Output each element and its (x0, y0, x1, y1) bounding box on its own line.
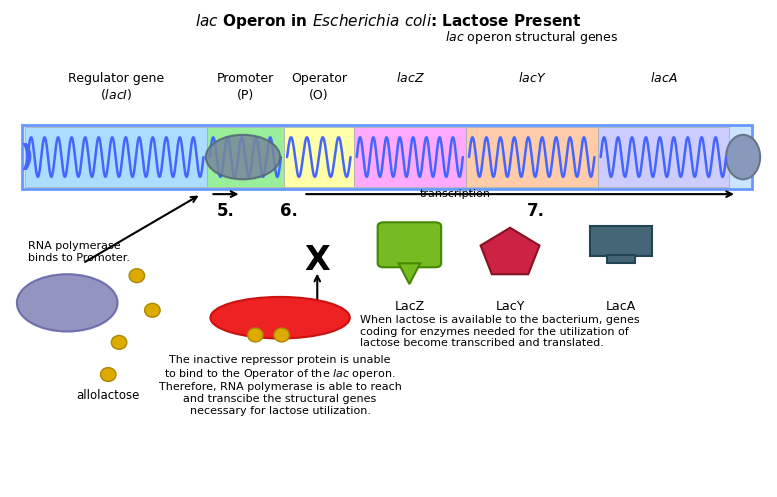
Text: LacZ: LacZ (394, 300, 424, 314)
Ellipse shape (211, 297, 350, 338)
Bar (25, 127, 207, 187)
Ellipse shape (129, 269, 145, 283)
Text: (O): (O) (309, 89, 329, 102)
Bar (284, 127, 354, 187)
Text: RNA polymerase
binds to Promoter.: RNA polymerase binds to Promoter. (29, 241, 131, 263)
Text: Regulator gene: Regulator gene (68, 73, 164, 85)
Text: allolactose: allolactose (77, 389, 140, 403)
Text: 5.: 5. (217, 202, 235, 220)
Text: transcription: transcription (420, 189, 490, 199)
Polygon shape (481, 228, 539, 274)
Text: ): ) (19, 143, 33, 171)
Text: LacY: LacY (496, 300, 524, 314)
Ellipse shape (274, 328, 289, 342)
Ellipse shape (145, 303, 160, 317)
Bar (354, 127, 466, 187)
Text: Operator: Operator (291, 73, 347, 85)
Ellipse shape (206, 135, 280, 179)
Text: $\mathit{lacA}$: $\mathit{lacA}$ (650, 72, 678, 85)
Bar (22, 125, 751, 189)
Text: LacA: LacA (605, 300, 636, 314)
Bar (466, 127, 598, 187)
Text: When lactose is available to the bacterium, genes
coding for enzymes needed for : When lactose is available to the bacteri… (360, 315, 639, 348)
Ellipse shape (100, 368, 116, 381)
Text: Promoter: Promoter (217, 73, 274, 85)
FancyBboxPatch shape (378, 222, 441, 267)
Ellipse shape (17, 274, 117, 331)
Text: The inactive repressor protein is unable
to bind to the Operator of the $\mathit: The inactive repressor protein is unable… (159, 355, 402, 415)
Bar (207, 127, 284, 187)
Bar (590, 226, 652, 256)
Text: $\mathit{lacZ}$: $\mathit{lacZ}$ (395, 72, 424, 85)
Ellipse shape (248, 328, 263, 342)
Text: $\mathit{lac}$ operon structural genes: $\mathit{lac}$ operon structural genes (445, 29, 618, 46)
Polygon shape (399, 263, 420, 284)
Text: X: X (305, 245, 330, 277)
Text: $\mathit{lac}$ Operon in $\mathit{Escherichia\ coli}$: Lactose Present: $\mathit{lac}$ Operon in $\mathit{Escher… (195, 11, 582, 31)
Text: $\mathit{lacY}$: $\mathit{lacY}$ (517, 72, 546, 85)
Text: $\mathit{(lacI)}$: $\mathit{(lacI)}$ (99, 86, 132, 102)
Ellipse shape (111, 335, 127, 349)
Text: 6.: 6. (280, 202, 298, 220)
Bar (607, 255, 635, 263)
Bar (598, 127, 729, 187)
Text: (P): (P) (237, 89, 254, 102)
Ellipse shape (726, 135, 760, 179)
Text: 7.: 7. (527, 202, 545, 220)
